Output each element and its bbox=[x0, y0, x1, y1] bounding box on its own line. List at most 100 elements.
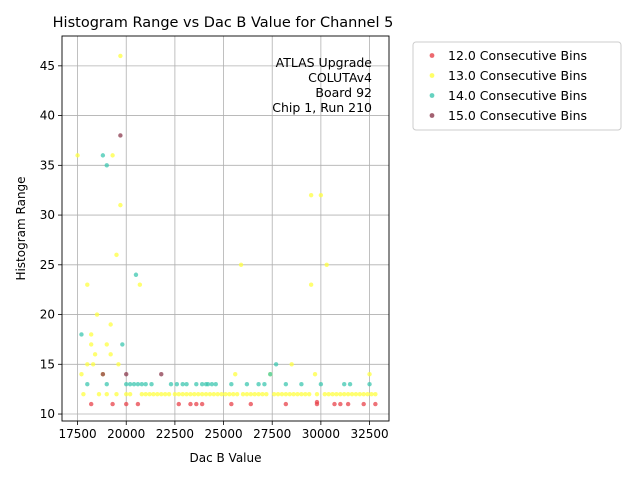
data-point bbox=[124, 401, 129, 407]
legend-label: 13.0 Consecutive Bins bbox=[448, 68, 587, 83]
run-annotation: ATLAS Upgrade COLUTAv4 Board 92 Chip 1, … bbox=[272, 55, 372, 115]
data-point bbox=[110, 153, 115, 158]
data-point bbox=[373, 391, 378, 397]
legend-label: 14.0 Consecutive Bins bbox=[448, 88, 587, 103]
data-point bbox=[207, 391, 213, 397]
data-point bbox=[143, 391, 148, 397]
series-2 bbox=[75, 53, 378, 397]
data-point bbox=[137, 282, 143, 287]
data-point bbox=[118, 133, 123, 138]
data-point bbox=[283, 391, 289, 397]
data-point bbox=[203, 391, 209, 397]
data-point bbox=[151, 391, 156, 397]
legend-marker bbox=[429, 93, 435, 98]
data-point bbox=[96, 391, 102, 397]
data-point bbox=[345, 391, 351, 397]
x-tick-label: 30000 bbox=[302, 427, 340, 441]
legend-frame bbox=[412, 41, 622, 131]
data-point bbox=[88, 342, 94, 347]
data-point bbox=[75, 153, 80, 158]
data-point bbox=[188, 391, 193, 397]
data-point bbox=[155, 391, 160, 397]
data-point bbox=[244, 381, 250, 387]
data-point bbox=[338, 391, 343, 397]
data-point bbox=[326, 391, 331, 397]
data-point bbox=[196, 391, 201, 397]
data-point bbox=[88, 401, 94, 407]
data-point bbox=[213, 381, 218, 387]
data-point bbox=[139, 391, 145, 397]
data-point bbox=[100, 372, 106, 377]
data-point bbox=[223, 391, 228, 397]
data-point bbox=[289, 362, 294, 367]
legend-marker bbox=[429, 73, 435, 78]
data-point bbox=[131, 381, 137, 387]
data-point bbox=[118, 202, 123, 208]
data-point bbox=[248, 391, 254, 397]
x-axis: 17500 20000 22500 25000 27500 30000 32500 bbox=[58, 421, 389, 441]
data-point bbox=[90, 362, 96, 367]
x-tick-label: 17500 bbox=[58, 427, 96, 441]
data-point bbox=[85, 282, 90, 287]
data-point bbox=[139, 381, 145, 387]
data-point bbox=[79, 332, 84, 337]
data-point bbox=[291, 391, 296, 397]
data-point bbox=[338, 401, 343, 407]
data-point bbox=[334, 391, 339, 397]
data-point bbox=[192, 391, 197, 397]
legend-marker bbox=[429, 53, 435, 58]
data-point bbox=[244, 391, 250, 397]
x-tick-label: 22500 bbox=[156, 427, 194, 441]
data-point bbox=[215, 391, 220, 397]
data-point bbox=[174, 381, 180, 387]
data-point bbox=[308, 282, 314, 287]
data-point bbox=[295, 391, 300, 397]
data-point bbox=[162, 391, 168, 397]
legend-label: 15.0 Consecutive Bins bbox=[448, 108, 587, 123]
data-point bbox=[124, 372, 129, 377]
x-axis-label: Dac B Value bbox=[189, 451, 261, 465]
data-point bbox=[116, 362, 121, 367]
data-point bbox=[240, 391, 246, 397]
data-point bbox=[104, 163, 109, 168]
data-point bbox=[256, 391, 261, 397]
data-point bbox=[260, 391, 265, 397]
data-point bbox=[176, 391, 181, 397]
data-point bbox=[369, 391, 374, 397]
data-point bbox=[349, 391, 355, 397]
y-tick-label: 15 bbox=[40, 357, 55, 371]
data-point bbox=[273, 362, 279, 367]
data-point bbox=[342, 391, 347, 397]
y-tick-label: 20 bbox=[40, 308, 55, 322]
data-point bbox=[353, 391, 359, 397]
data-point bbox=[194, 401, 199, 407]
y-tick-label: 30 bbox=[40, 208, 55, 222]
data-point bbox=[124, 381, 129, 387]
data-point bbox=[104, 381, 109, 387]
annotation-line-2: COLUTAv4 bbox=[308, 70, 372, 85]
data-point bbox=[104, 391, 109, 397]
data-point bbox=[318, 192, 324, 198]
legend: 12.0 Consecutive Bins 13.0 Consecutive Bi… bbox=[412, 41, 622, 131]
data-point bbox=[172, 391, 178, 397]
data-point bbox=[283, 381, 289, 387]
x-tick-label: 20000 bbox=[107, 427, 145, 441]
data-point bbox=[127, 381, 133, 387]
data-point bbox=[199, 381, 205, 387]
data-point bbox=[252, 391, 257, 397]
data-point bbox=[347, 381, 353, 387]
data-point bbox=[184, 391, 189, 397]
data-point bbox=[271, 391, 277, 397]
data-point bbox=[159, 372, 164, 377]
data-point bbox=[361, 401, 366, 407]
y-tick-label: 40 bbox=[40, 109, 55, 123]
legend-marker bbox=[429, 113, 435, 118]
data-point bbox=[159, 391, 164, 397]
data-point bbox=[108, 352, 113, 357]
data-point bbox=[194, 381, 199, 387]
data-point bbox=[330, 391, 335, 397]
data-point bbox=[345, 401, 351, 407]
data-point bbox=[275, 391, 281, 397]
data-point bbox=[219, 391, 224, 397]
data-point bbox=[264, 391, 269, 397]
